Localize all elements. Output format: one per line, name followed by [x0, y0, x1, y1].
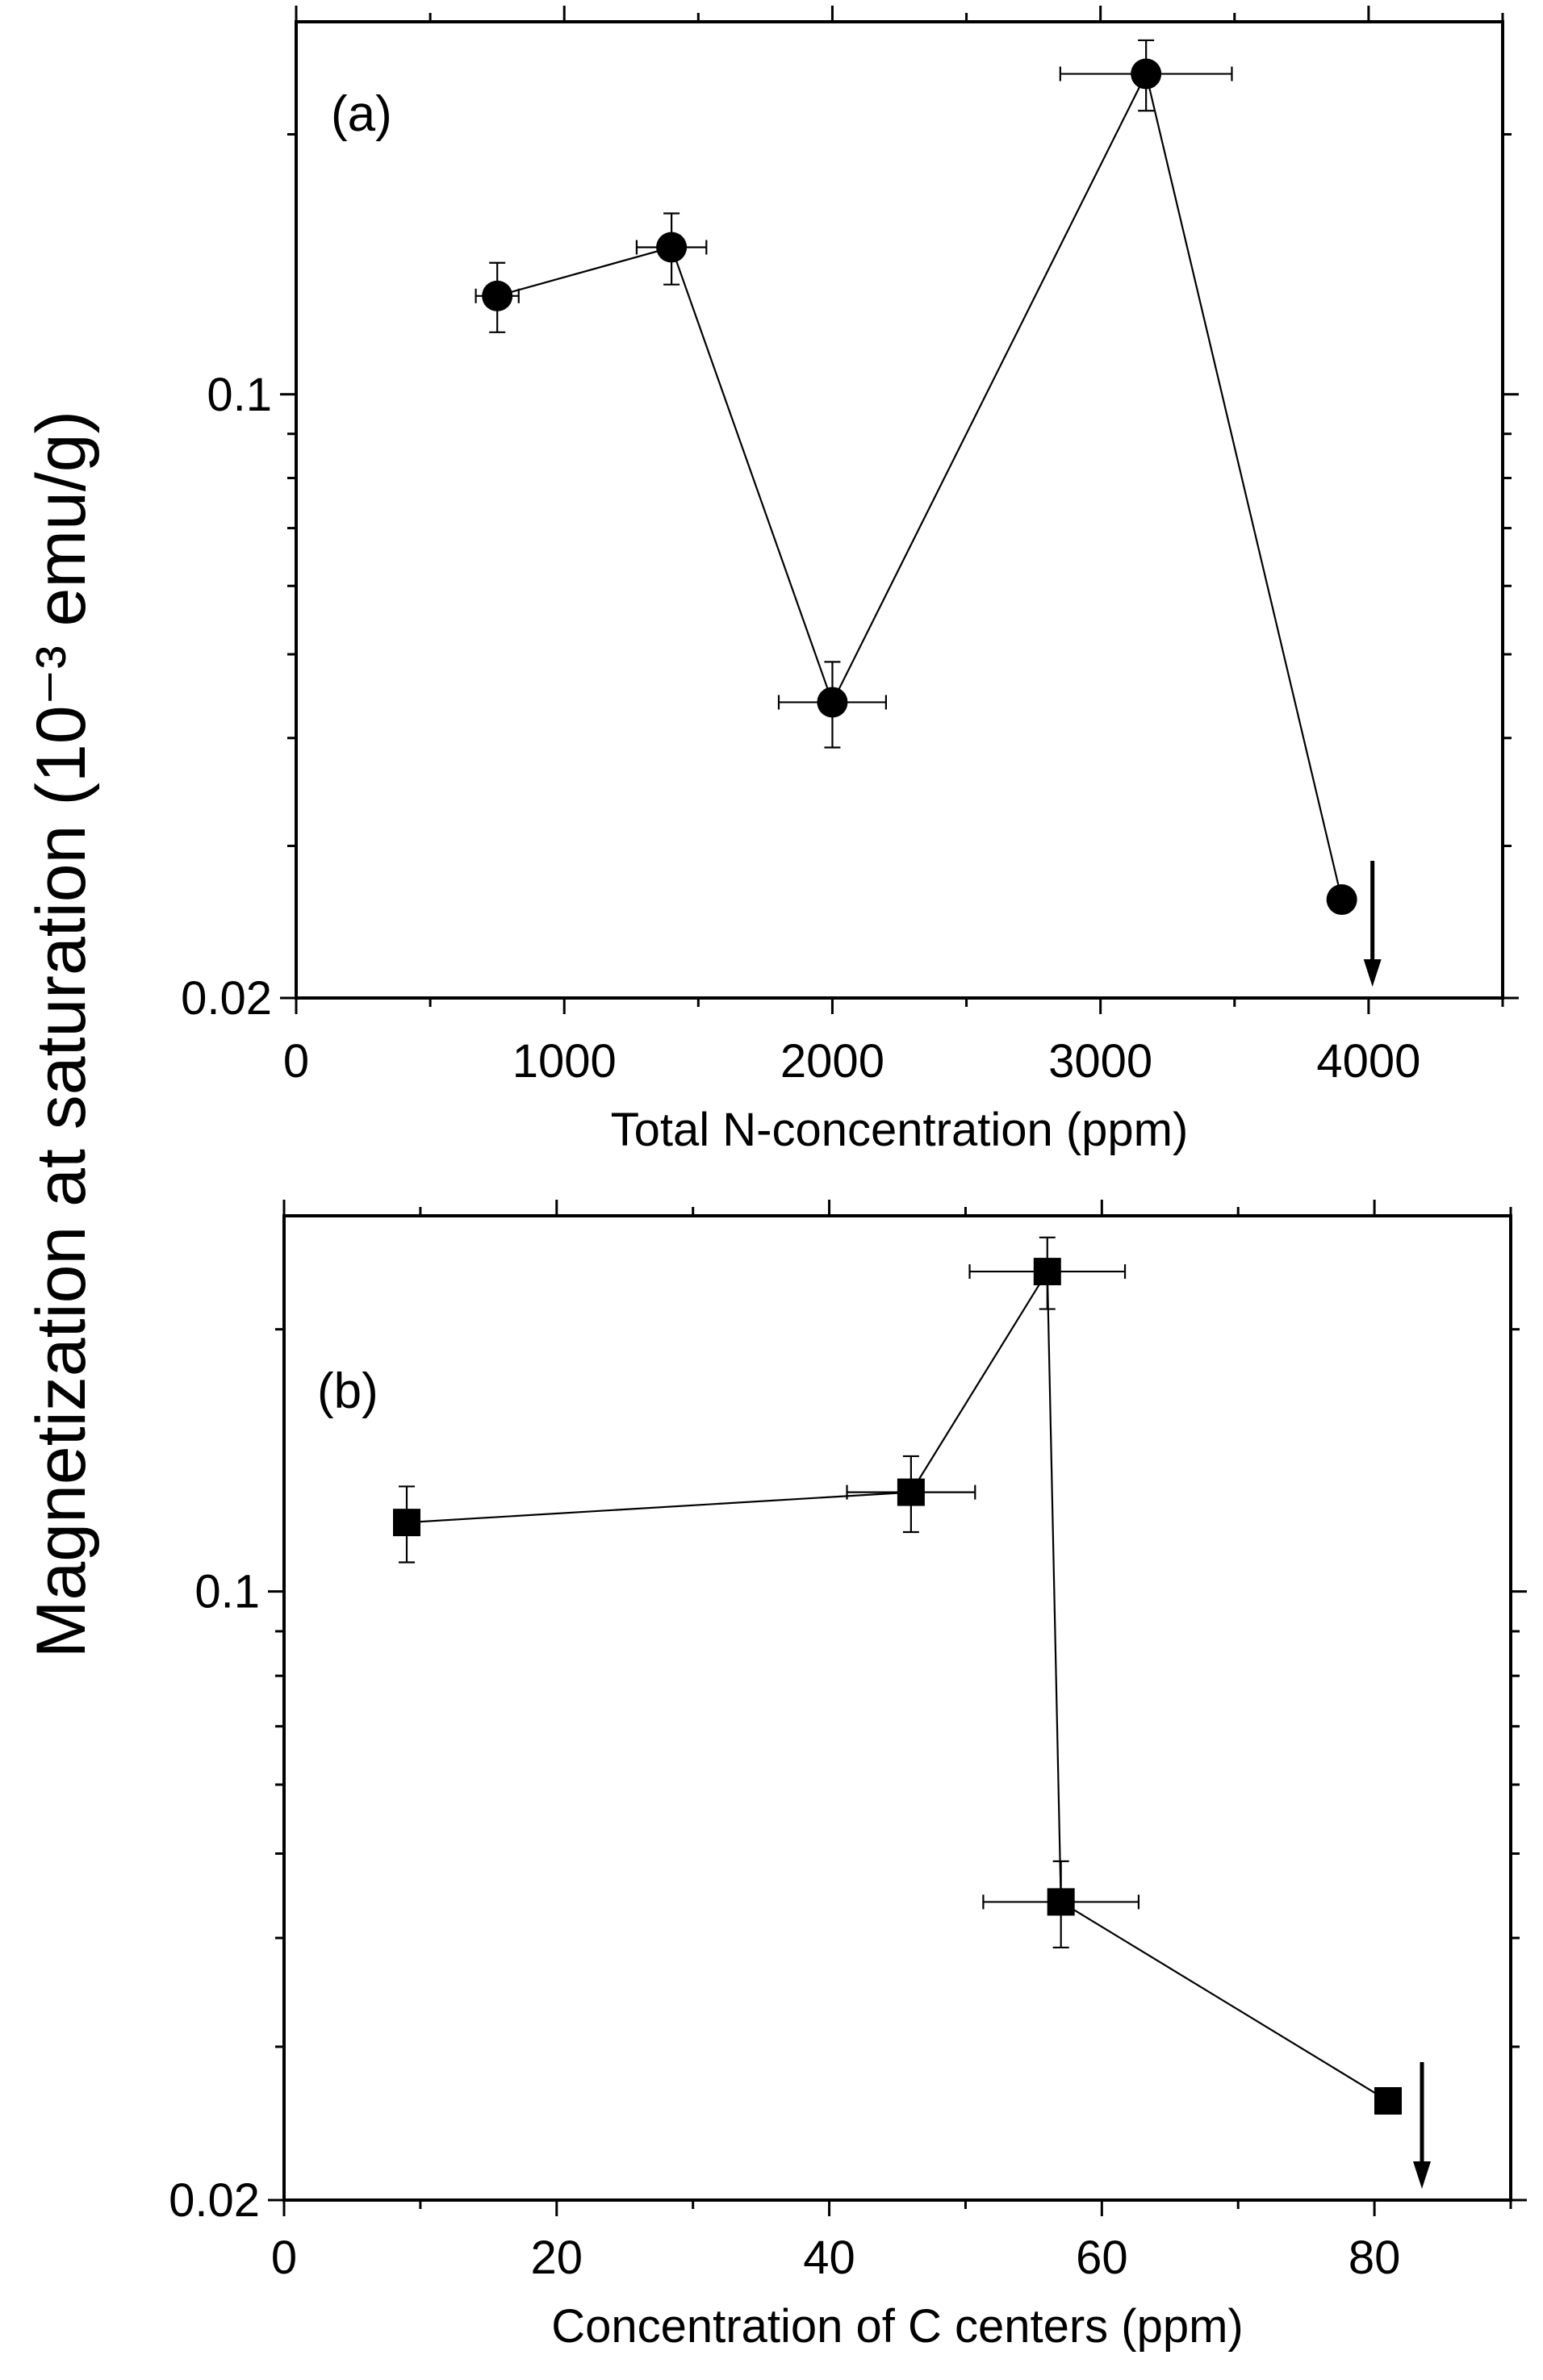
x-tick-label: 1000 — [512, 1035, 617, 1088]
panel-b: 0 20 40 60 80 0.02 0.1 Concentration of C cente… — [169, 1200, 1527, 2353]
shared-y-axis-label: Magnetization at saturation (10⁻³ emu/g) — [23, 411, 100, 1658]
data-point — [1374, 2087, 1402, 2115]
upper-limit-arrow-head — [1413, 2161, 1431, 2189]
data-point — [817, 687, 848, 718]
data-point — [393, 1509, 420, 1537]
series-line-segment — [831, 73, 1148, 703]
series-line-segment — [671, 247, 834, 703]
series-line-segment — [909, 1271, 1048, 1493]
x-tick-label: 20 — [531, 2232, 583, 2284]
x-tick-label: 60 — [1076, 2232, 1128, 2284]
x-tick-label: 2000 — [780, 1035, 884, 1088]
series-line-segment — [496, 246, 672, 297]
plot-frame — [282, 1214, 1512, 2202]
panel-a: 0 1000 2000 3000 4000 0.02 0.1 Total N-concentr… — [181, 6, 1519, 1156]
series-line-segment — [406, 1491, 911, 1524]
panel-label: (b) — [317, 1363, 378, 1419]
series-line-segment — [1060, 1901, 1389, 2102]
x-tick-label: 4000 — [1316, 1035, 1420, 1088]
x-tick-label: 3000 — [1048, 1035, 1152, 1088]
data-point — [1033, 1258, 1061, 1286]
panel-label: (a) — [331, 86, 392, 142]
x-tick-label: 0 — [271, 2232, 297, 2284]
upper-limit-arrow-head — [1363, 959, 1382, 987]
data-point — [656, 232, 688, 263]
y-tick-label: 0.02 — [169, 2174, 260, 2227]
data-point — [1326, 884, 1357, 916]
x-tick-label: 0 — [283, 1035, 309, 1088]
x-tick-label: 80 — [1349, 2232, 1401, 2284]
y-tick-label: 0.1 — [207, 369, 272, 421]
data-point — [1047, 1888, 1075, 1916]
series-line-segment — [1145, 73, 1343, 900]
plot-frame — [295, 20, 1504, 1000]
data-point — [897, 1478, 925, 1506]
data-point — [482, 280, 513, 311]
x-tick-label: 40 — [803, 2232, 855, 2284]
data-point — [1131, 58, 1162, 90]
y-tick-label: 0.1 — [194, 1566, 260, 1618]
x-axis-label: Total N-concentration (ppm) — [611, 1104, 1189, 1156]
y-tick-label: 0.02 — [181, 972, 272, 1025]
series-line-segment — [1046, 1271, 1062, 1902]
x-axis-label: Concentration of C centers (ppm) — [551, 2300, 1243, 2353]
